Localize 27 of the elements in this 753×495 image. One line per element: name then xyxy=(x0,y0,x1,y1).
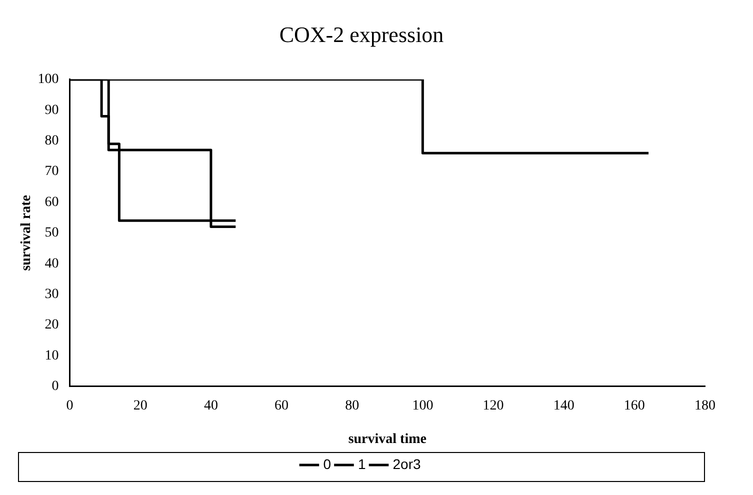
legend-label: 2or3 xyxy=(392,456,422,472)
x-tick-label: 40 xyxy=(204,398,218,414)
x-tick-label: 100 xyxy=(412,398,434,414)
y-tick-label: 90 xyxy=(44,102,59,118)
y-tick-label: 100 xyxy=(38,72,59,88)
x-tick-label: 160 xyxy=(624,398,645,414)
y-tick-label: 60 xyxy=(44,194,59,210)
x-tick-label: 60 xyxy=(274,398,289,414)
y-axis-title: survival rate xyxy=(19,194,34,271)
legend-label: 1 xyxy=(358,456,366,472)
x-tick-label: 180 xyxy=(694,398,716,414)
x-tick-label: 140 xyxy=(553,398,574,414)
x-tick-label: 0 xyxy=(66,398,74,414)
y-tick-label: 10 xyxy=(44,348,59,364)
x-tick-label: 20 xyxy=(133,398,148,414)
x-tick-label: 80 xyxy=(345,398,360,414)
y-tick-label: 50 xyxy=(44,226,59,241)
legend-label: 0 xyxy=(323,456,332,472)
y-tick-label: 20 xyxy=(44,318,59,333)
x-tick-label: 120 xyxy=(482,398,504,414)
x-axis-title: survival time xyxy=(348,432,426,448)
y-tick-label: 80 xyxy=(44,133,59,148)
y-tick-label: 40 xyxy=(44,256,59,272)
y-tick-label: 0 xyxy=(52,379,59,394)
y-tick-label: 30 xyxy=(44,286,59,302)
y-tick-label: 70 xyxy=(44,164,59,180)
chart-title: COX-2 expression xyxy=(279,22,444,47)
